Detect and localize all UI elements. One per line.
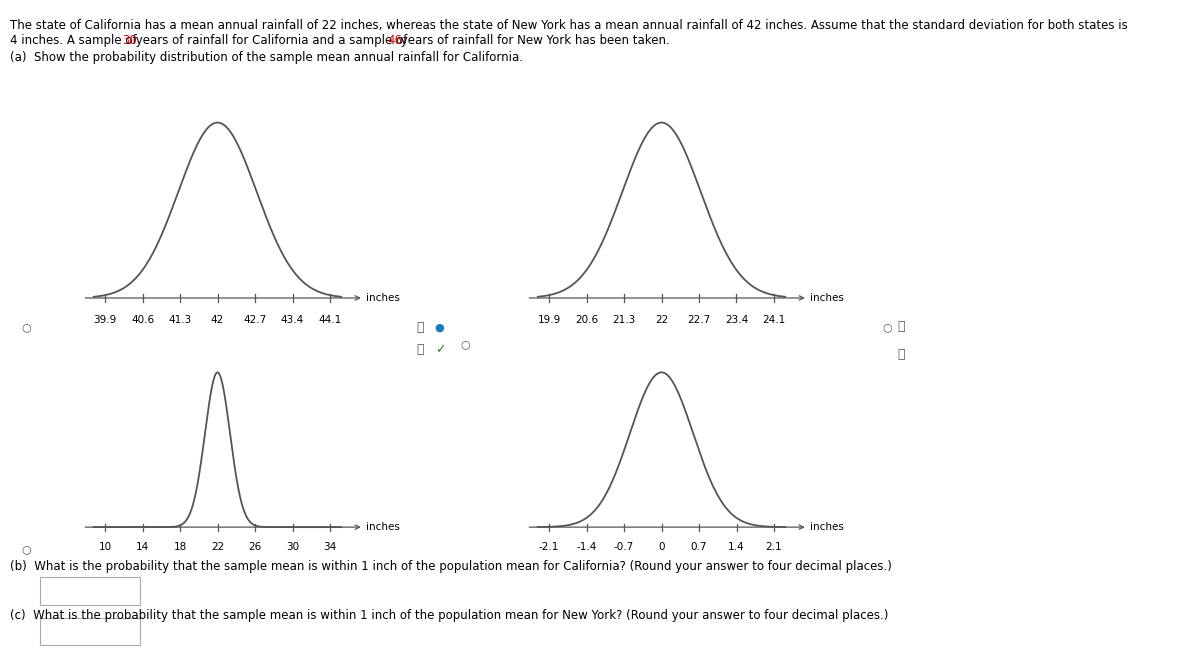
Text: 4 inches. A sample of: 4 inches. A sample of [10,34,140,47]
Text: (a)  Show the probability distribution of the sample mean annual rainfall for Ca: (a) Show the probability distribution of… [10,51,523,64]
Text: ○: ○ [22,322,31,332]
Text: 46: 46 [386,34,402,47]
Text: ⓘ: ⓘ [416,343,424,356]
Text: ○: ○ [461,339,470,350]
Text: ○: ○ [882,322,892,332]
Text: years of rainfall for New York has been taken.: years of rainfall for New York has been … [397,34,670,47]
Text: The state of California has a mean annual rainfall of 22 inches, whereas the sta: The state of California has a mean annua… [10,20,1127,32]
Text: years of rainfall for California and a sample of: years of rainfall for California and a s… [132,34,410,47]
Text: inches: inches [366,522,400,532]
Text: (b)  What is the probability that the sample mean is within 1 inch of the popula: (b) What is the probability that the sam… [10,560,892,573]
Text: inches: inches [366,293,400,303]
Text: ✓: ✓ [436,343,446,356]
Text: ●: ● [434,322,444,333]
Text: ⓘ: ⓘ [416,321,424,334]
Text: (c)  What is the probability that the sample mean is within 1 inch of the popula: (c) What is the probability that the sam… [10,609,888,622]
Text: 30: 30 [121,34,137,47]
Text: inches: inches [810,522,844,532]
Text: ⓘ: ⓘ [898,320,905,333]
Text: inches: inches [810,293,844,303]
Text: ⓘ: ⓘ [898,348,905,361]
Text: ○: ○ [22,544,31,554]
